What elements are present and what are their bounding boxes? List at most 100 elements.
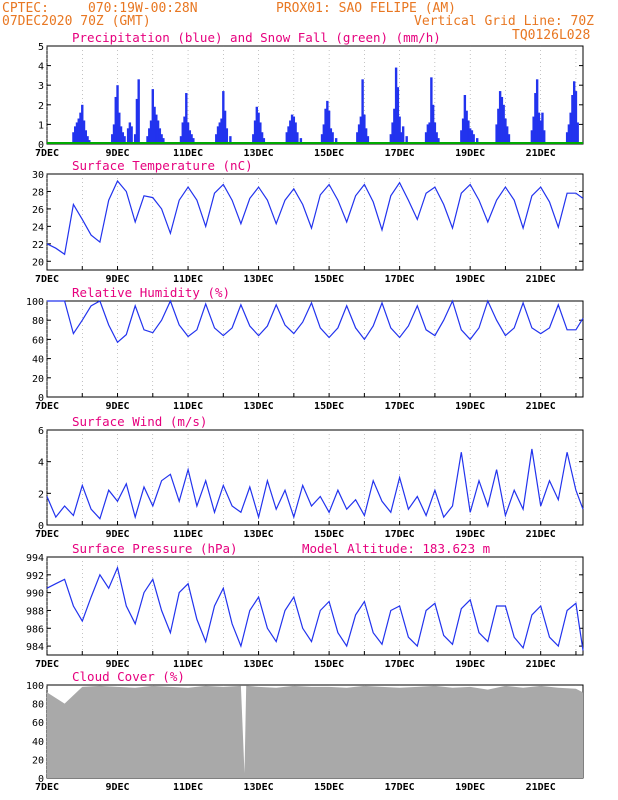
precip-bar [86,136,89,144]
x-tick-label: 15DEC [314,659,344,670]
precip-bar [82,120,86,144]
x-tick-label: 21DEC [526,782,556,793]
x-tick-label: 9DEC [105,401,129,412]
precip-bar [574,91,578,144]
precip-bar [401,126,405,144]
precip-bar [186,122,190,144]
precip-bar [218,122,221,144]
precip-bar [74,126,77,144]
precip-bar [472,134,475,144]
precip-bar [463,95,467,144]
header-coordinates: 070:19W-00:28N [88,1,198,16]
precip-bar [465,110,468,144]
panel-title: Surface Wind (m/s) [72,414,207,429]
precip-bar [292,116,296,144]
precip-bar [75,122,79,144]
precip-bar [181,122,184,144]
precip-bar [502,104,505,144]
y-tick-label: 0 [38,774,44,785]
y-tick-label: 30 [32,170,44,181]
panel-title: Relative Humidity (%) [72,285,230,300]
precip-bar [220,118,223,144]
precip-bar [329,128,333,144]
x-tick-label: 17DEC [385,148,415,159]
precip-bar [320,134,324,144]
precip-bar [262,138,266,144]
y-tick-label: 80 [32,700,44,711]
series-line [46,179,584,256]
header-run-date: 07DEC2020 70Z (GMT) [2,14,151,29]
precip-bar [437,138,440,144]
precip-bar [81,104,84,144]
x-tick-label: 15DEC [314,274,344,285]
panel-annotation: Model Altitude: 183.623 m [302,541,490,556]
precip-bar [539,120,542,144]
precip-bar [179,136,183,144]
precip-bar [287,126,290,144]
precip-bar [366,136,370,144]
x-tick-label: 17DEC [385,274,415,285]
x-tick-label: 17DEC [385,401,415,412]
x-tick-label: 7DEC [35,529,59,540]
precip-bar [123,136,126,144]
x-tick-label: 21DEC [526,401,556,412]
precip-bar [257,112,260,144]
x-tick-label: 13DEC [244,529,274,540]
precip-bar [393,108,396,144]
precip-bar [530,130,534,144]
precip-bar [497,108,500,144]
series-line [46,448,584,520]
x-tick-label: 11DEC [173,659,203,670]
y-tick-label: 5 [38,42,44,53]
x-tick-label: 19DEC [455,401,485,412]
x-tick-label: 11DEC [173,401,203,412]
precip-bar [130,126,133,144]
precip-bar [162,138,165,144]
y-tick-label: 3 [38,81,44,92]
precip-bar [405,136,408,144]
x-tick-label: 15DEC [314,782,344,793]
header-source: CPTEC: [2,1,49,16]
x-tick-label: 9DEC [105,148,129,159]
cloud-cover-area [47,685,583,778]
x-tick-label: 11DEC [173,782,203,793]
y-tick-label: 0 [38,393,44,404]
precip-bar [565,132,569,144]
y-tick-label: 20 [32,755,44,766]
precip-bar [128,122,132,144]
precip-bar [476,138,479,144]
precip-bar [137,79,140,144]
panels: 7DEC 9DEC 11DEC 13DEC 15DEC 17DEC 19DEC 21DEC 0 1… [26,30,584,793]
y-tick-label: 2 [38,101,44,112]
precip-bar [79,112,82,144]
precip-bar [84,130,87,144]
x-tick-label: 13DEC [244,274,274,285]
y-tick-label: 100 [26,297,44,308]
precip-bar [223,110,227,144]
x-tick-label: 21DEC [526,659,556,670]
precip-bar [155,114,158,144]
x-tick-label: 21DEC [526,529,556,540]
precip-bar [398,116,401,144]
panel-3: 7DEC 9DEC 11DEC 13DEC 15DEC 17DEC 19DEC 21DEC 0 2… [26,285,584,412]
x-tick-label: 13DEC [244,148,274,159]
precip-bar [121,132,125,144]
precip-bar [290,114,294,144]
y-tick-label: 4 [38,458,44,469]
precip-bar [299,138,303,144]
precip-bar [126,128,130,144]
panel-title: Surface Pressure (hPa) [72,541,238,556]
x-tick-label: 17DEC [385,529,415,540]
x-tick-label: 19DEC [455,274,485,285]
precip-bar [541,112,544,144]
header-grid-line: Vertical Grid Line: 70Z [414,14,594,29]
precip-bar [114,96,117,144]
precip-bar [253,120,257,144]
y-tick-label: 0 [38,521,44,532]
precip-bar [327,110,331,144]
plot-frame [46,300,584,398]
precip-bar [324,108,327,144]
precip-bar [576,122,579,144]
precip-bar [72,132,75,144]
precip-bar [326,100,329,144]
